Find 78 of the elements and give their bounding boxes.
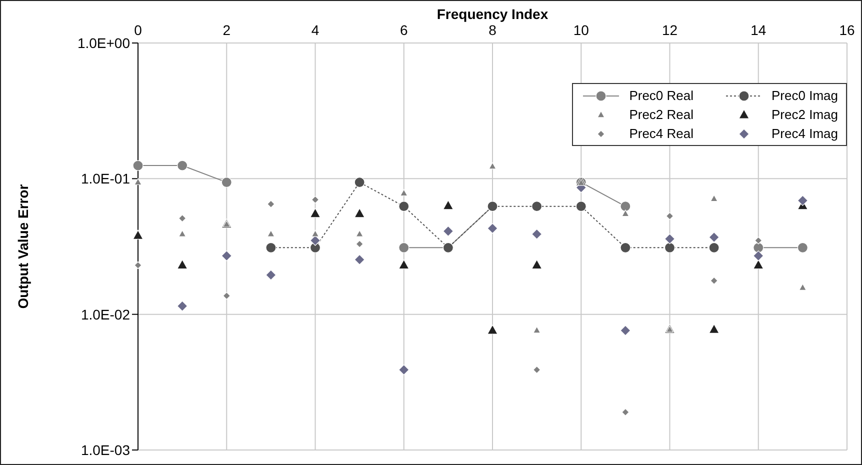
- point: [134, 261, 142, 270]
- x-tick-label: 10: [573, 22, 590, 38]
- y-axis-title: Output Value Error: [14, 184, 31, 309]
- x-tick-label: 4: [311, 22, 320, 38]
- x-tick-label: 6: [400, 22, 408, 38]
- point: [311, 230, 320, 237]
- point: [310, 208, 321, 218]
- point: [134, 178, 142, 186]
- point: [622, 408, 630, 416]
- point: [620, 325, 631, 336]
- point: [754, 236, 762, 244]
- point: [398, 242, 410, 253]
- point: [666, 212, 674, 220]
- point: [442, 200, 454, 210]
- point: [398, 259, 410, 270]
- point: [354, 208, 365, 218]
- point: [576, 201, 586, 212]
- point: [356, 240, 364, 248]
- point: [798, 284, 806, 291]
- point: [266, 270, 276, 280]
- point: [533, 366, 541, 374]
- point: [310, 235, 321, 246]
- point: [354, 177, 365, 188]
- point: [532, 228, 542, 240]
- point: [533, 326, 541, 334]
- x-tick-label: 16: [839, 22, 855, 38]
- x-tick-label: 8: [488, 22, 497, 38]
- legend-label: Prec0 Real: [629, 88, 694, 103]
- point: [708, 324, 720, 334]
- x-tick-label: 12: [662, 22, 678, 38]
- point: [222, 292, 230, 300]
- point: [797, 242, 808, 253]
- point: [398, 201, 410, 212]
- point: [178, 214, 186, 222]
- point: [488, 162, 496, 170]
- legend-label: Prec2 Real: [629, 107, 694, 122]
- point: [622, 210, 630, 217]
- y-tick-label: 1.0E-01: [80, 170, 130, 187]
- point: [797, 195, 808, 206]
- x-tick-label: 0: [134, 22, 142, 38]
- point: [221, 177, 232, 188]
- y-tick-label: 1.0E+00: [77, 34, 130, 51]
- x-tick-label: 2: [222, 22, 231, 38]
- point: [620, 201, 631, 212]
- point: [177, 160, 188, 171]
- point: [266, 242, 276, 253]
- point: [532, 201, 542, 212]
- legend-label: Prec4 Imag: [772, 126, 838, 141]
- point: [442, 226, 454, 236]
- point: [620, 242, 631, 253]
- y-tick-label: 1.0E-03: [80, 442, 130, 458]
- point: [753, 250, 764, 262]
- point: [664, 234, 676, 244]
- y-tick-label: 1.0E-02: [80, 306, 130, 322]
- point: [532, 259, 542, 270]
- legend-label: Prec0 Imag: [772, 88, 838, 103]
- point: [132, 160, 144, 171]
- point: [487, 223, 498, 234]
- point: [400, 189, 408, 196]
- x-tick-label: 14: [750, 22, 766, 38]
- point: [177, 300, 188, 312]
- point: [267, 200, 275, 208]
- point: [354, 254, 365, 265]
- legend-label: Prec4 Real: [629, 126, 694, 141]
- point: [664, 242, 676, 253]
- point: [311, 196, 320, 204]
- x-axis-title: Frequency Index: [436, 6, 548, 22]
- point: [487, 324, 498, 334]
- point: [221, 250, 232, 262]
- point: [398, 364, 410, 376]
- point: [132, 230, 144, 240]
- point: [710, 276, 718, 284]
- point: [753, 259, 764, 270]
- legend-label: Prec2 Imag: [772, 107, 838, 122]
- point: [710, 194, 718, 202]
- point: [708, 242, 720, 253]
- point: [177, 259, 188, 270]
- point: [708, 232, 720, 243]
